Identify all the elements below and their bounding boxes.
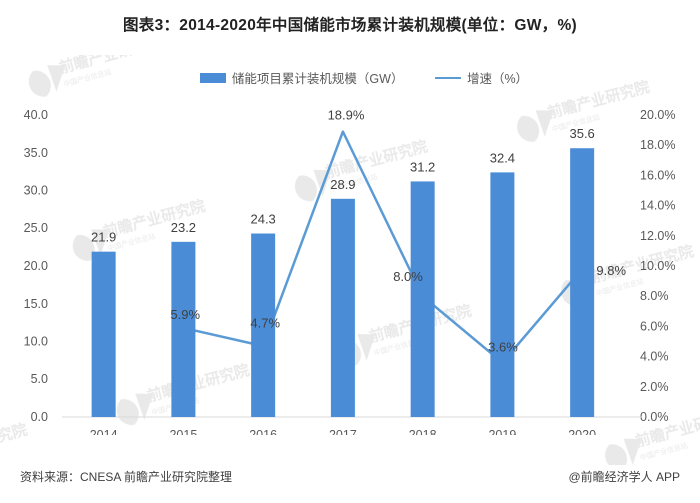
svg-text:9.8%: 9.8% (596, 263, 626, 278)
svg-text:2014: 2014 (90, 428, 118, 435)
svg-text:20.0%: 20.0% (640, 108, 675, 122)
svg-text:3.6%: 3.6% (488, 339, 518, 354)
svg-text:4.7%: 4.7% (250, 315, 280, 330)
svg-text:2019: 2019 (488, 428, 516, 435)
svg-text:32.4: 32.4 (490, 150, 515, 165)
svg-text:40.0: 40.0 (24, 108, 48, 122)
svg-text:25.0: 25.0 (24, 221, 48, 235)
svg-text:2015: 2015 (169, 428, 197, 435)
svg-text:18.9%: 18.9% (328, 108, 365, 123)
svg-text:2016: 2016 (249, 428, 277, 435)
svg-text:5.0: 5.0 (31, 372, 48, 386)
svg-text:35.0: 35.0 (24, 146, 48, 160)
svg-text:6.0%: 6.0% (640, 319, 669, 333)
svg-text:8.0%: 8.0% (640, 289, 669, 303)
svg-text:4.0%: 4.0% (640, 350, 669, 364)
svg-text:2.0%: 2.0% (640, 380, 669, 394)
svg-text:2017: 2017 (329, 428, 357, 435)
svg-text:24.3: 24.3 (250, 212, 275, 227)
svg-text:18.0%: 18.0% (640, 138, 675, 152)
svg-text:15.0: 15.0 (24, 297, 48, 311)
svg-text:10.0%: 10.0% (640, 259, 675, 273)
svg-text:31.2: 31.2 (410, 159, 435, 174)
svg-text:12.0%: 12.0% (640, 229, 675, 243)
svg-text:0.0: 0.0 (31, 410, 48, 424)
svg-text:14.0%: 14.0% (640, 199, 675, 213)
svg-text:21.9: 21.9 (91, 230, 116, 245)
svg-text:23.2: 23.2 (171, 220, 196, 235)
svg-text:0.0%: 0.0% (640, 410, 669, 424)
svg-text:2020: 2020 (568, 428, 596, 435)
svg-text:5.9%: 5.9% (170, 307, 200, 322)
svg-text:30.0: 30.0 (24, 184, 48, 198)
svg-text:28.9: 28.9 (330, 177, 355, 192)
svg-text:16.0%: 16.0% (640, 168, 675, 182)
svg-text:10.0: 10.0 (24, 335, 48, 349)
svg-text:8.0%: 8.0% (393, 269, 423, 284)
svg-text:20.0: 20.0 (24, 259, 48, 273)
svg-text:2018: 2018 (409, 428, 437, 435)
svg-text:35.6: 35.6 (569, 126, 594, 141)
